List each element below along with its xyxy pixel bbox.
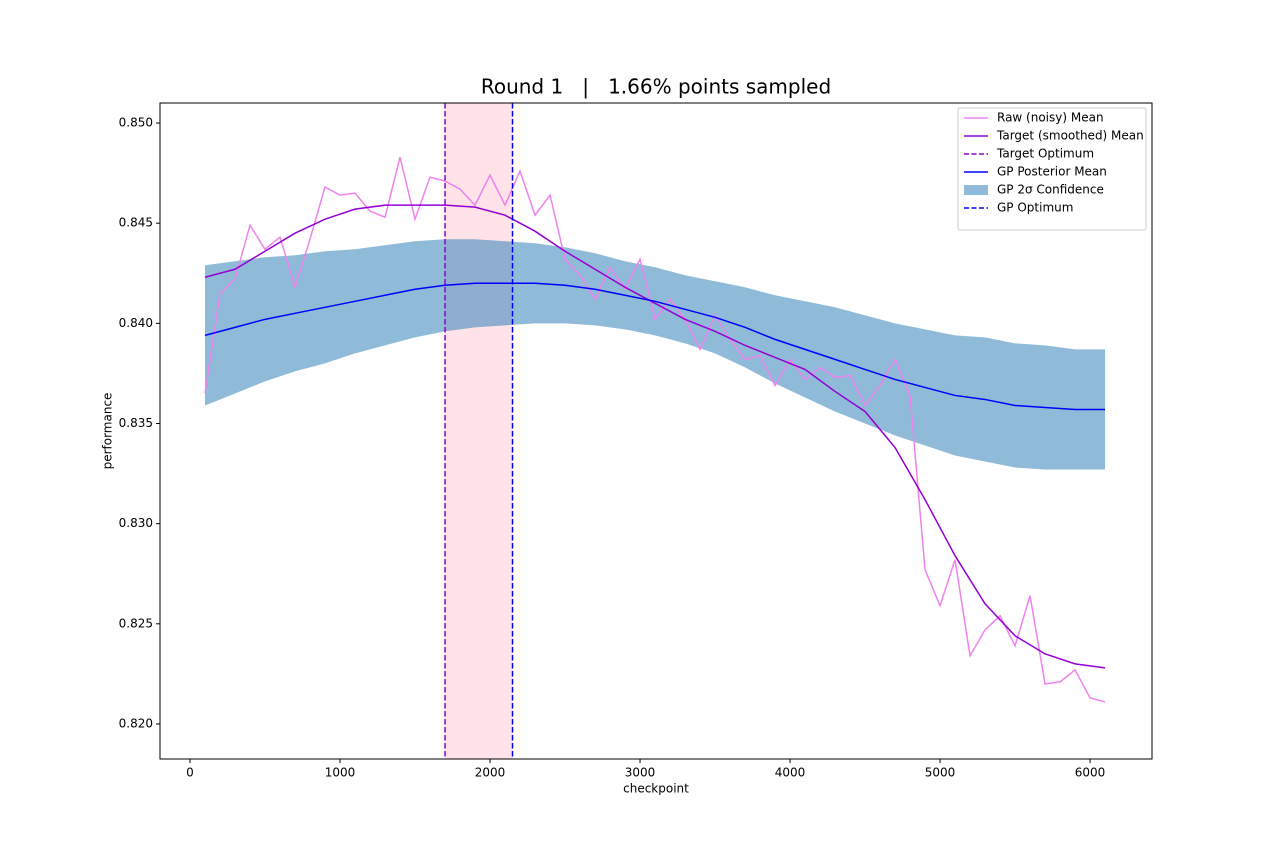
series-line <box>204 204 1106 669</box>
y-tick-label: 0.850 <box>119 116 153 130</box>
legend-swatch <box>964 185 988 195</box>
y-tick-label: 0.845 <box>119 216 153 230</box>
x-tick-label: 1000 <box>325 766 356 780</box>
x-tick-label: 3000 <box>625 766 656 780</box>
optimum-span <box>445 103 513 759</box>
x-tick-label: 6000 <box>1075 766 1106 780</box>
y-tick-label: 0.830 <box>119 516 153 530</box>
y-axis-label: performance <box>101 393 115 470</box>
x-tick-label: 5000 <box>925 766 956 780</box>
plot-frame <box>159 102 1153 760</box>
series-line <box>204 282 1106 411</box>
y-tick-label: 0.835 <box>119 416 153 430</box>
x-tick-label: 0 <box>186 766 194 780</box>
x-tick-label: 4000 <box>775 766 806 780</box>
confidence-band <box>205 239 1106 470</box>
x-tick-label: 2000 <box>475 766 506 780</box>
legend-label: GP 2σ Confidence <box>997 183 1104 197</box>
x-axis-label: checkpoint <box>623 782 689 796</box>
legend-label: GP Posterior Mean <box>997 165 1107 179</box>
series-line <box>204 156 1106 703</box>
legend-label: GP Optimum <box>997 201 1073 215</box>
legend-box <box>957 107 1147 231</box>
legend-label: Target Optimum <box>996 147 1094 161</box>
legend-label: Target (smoothed) Mean <box>996 129 1144 143</box>
y-tick-label: 0.840 <box>119 316 153 330</box>
legend-label: Raw (noisy) Mean <box>997 111 1104 125</box>
y-tick-label: 0.825 <box>119 616 153 630</box>
chart-title: Round 1 | 1.66% points sampled <box>481 75 831 99</box>
y-tick-label: 0.820 <box>119 716 153 730</box>
